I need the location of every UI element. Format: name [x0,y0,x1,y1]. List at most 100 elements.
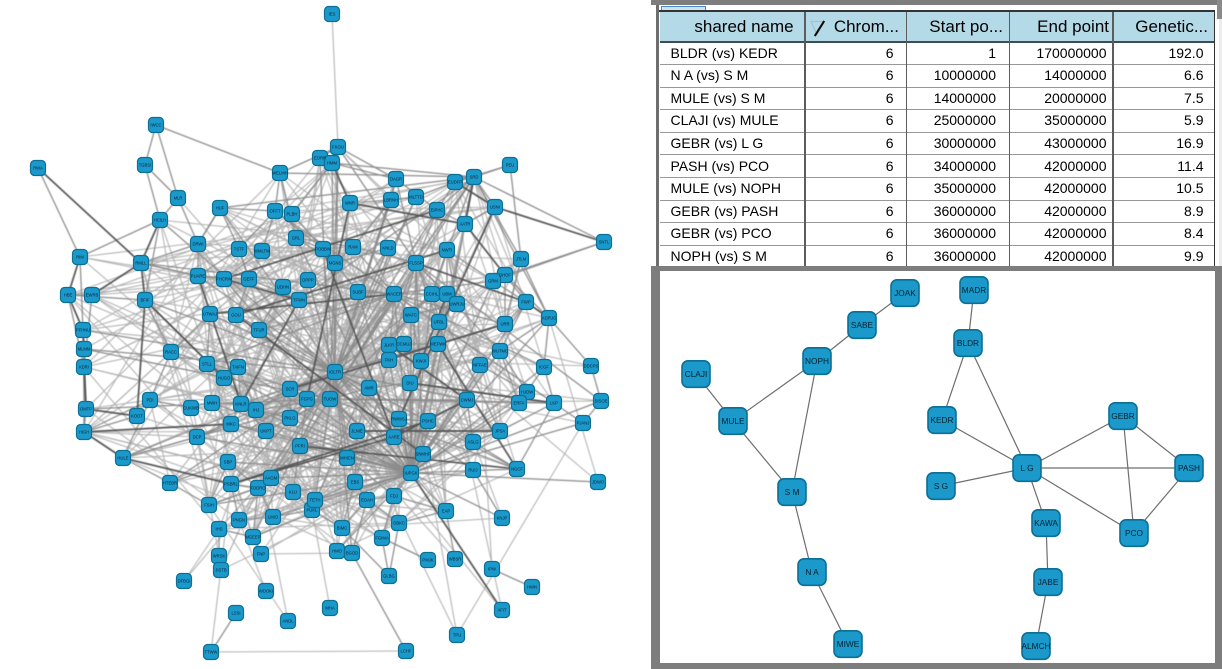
svg-text:DCP: DCP [193,435,202,440]
svg-text:RIM: RIM [76,255,84,260]
svg-text:JOAK: JOAK [894,288,916,298]
svg-text:KDRI: KDRI [79,365,89,370]
svg-text:WAFC: WAFC [405,313,417,318]
svg-text:MLMM: MLMM [78,347,91,352]
svg-text:UWRJU: UWRJU [449,302,464,307]
svg-text:KEDR: KEDR [930,415,953,425]
svg-text:MLR: MLR [174,196,183,201]
svg-text:ANDL: ANDL [282,619,294,624]
svg-text:PEU: PEU [506,163,515,168]
svg-text:HMO: HMO [332,549,343,554]
svg-text:FHCRW: FHCRW [216,277,232,282]
svg-text:RWA: RWA [33,166,43,171]
svg-text:SNMHF: SNMHF [416,452,431,457]
svg-text:TGBSI: TGBSI [139,163,152,168]
svg-text:WEFWK: WEFWK [430,342,446,347]
svg-text:DIU: DIU [406,381,413,386]
svg-text:UDHN: UDHN [277,285,289,290]
svg-text:SISOE: SISOE [595,399,608,404]
svg-text:TSTF: TSTF [234,247,245,252]
svg-text:PASH: PASH [1178,463,1200,473]
svg-text:WNR: WNR [345,201,355,206]
svg-text:STLL: STLL [202,362,213,367]
svg-text:HIGH: HIGH [79,430,89,435]
svg-text:EOAH: EOAH [361,498,373,503]
svg-text:MLTTD: MLTTD [409,195,423,200]
svg-text:TPU: TPU [453,633,461,638]
svg-text:FGPG: FGPG [301,397,313,402]
svg-text:RMLL: RMLL [135,261,147,266]
svg-text:PSBRL: PSBRL [224,482,238,487]
svg-text:S G: S G [934,481,948,491]
svg-text:MKC: MKC [226,422,235,427]
svg-text:KNLR: KNLR [235,402,246,407]
svg-text:DDCPS: DDCPS [584,364,599,369]
svg-text:GRL: GRL [292,236,301,241]
svg-text:NGCF: NGCF [511,467,523,472]
svg-text:MGEEP: MGEEP [245,535,260,540]
svg-text:DAGR: DAGR [390,177,402,182]
svg-text:WBSR: WBSR [449,557,462,562]
svg-text:FSIH: FSIH [204,503,214,508]
svg-text:JABE: JABE [1038,577,1059,587]
svg-text:RWWSJ: RWWSJ [391,417,407,422]
svg-text:SBP: SBP [224,460,233,465]
svg-text:LCHF: LCHF [401,649,412,654]
svg-text:PDI: PDI [147,398,154,403]
svg-text:FLSSP: FLSSP [409,261,422,266]
svg-text:FKOU: FKOU [332,145,344,150]
svg-text:S M: S M [785,487,800,497]
svg-text:EWRB: EWRB [86,293,99,298]
svg-text:DPPP: DPPP [302,278,314,283]
svg-text:WMLTW: WMLTW [254,249,270,254]
svg-text:IHJ: IHJ [253,408,259,413]
svg-text:DFBGI: DFBGI [178,579,191,584]
svg-text:NWTI: NWTI [442,248,453,253]
svg-text:JISTB: JISTB [215,568,227,573]
svg-text:HUF: HUF [216,206,225,211]
svg-text:RUIJ: RUIJ [468,468,477,473]
svg-text:URR: URR [500,322,509,327]
svg-text:IWCC: IWCC [150,123,161,128]
svg-text:TETH: TETH [310,498,321,503]
svg-text:HMM: HMM [327,161,338,166]
svg-text:DRWI: DRWI [192,242,203,247]
svg-text:PFRI: PFRI [295,444,305,449]
svg-text:OFFT: OFFT [270,209,281,214]
svg-text:HWN: HWN [527,585,537,590]
svg-text:OBKC: OBKC [393,521,405,526]
svg-text:GEBR: GEBR [1111,411,1135,421]
svg-text:EAP: EAP [442,509,451,514]
svg-text:SNTL: SNTL [599,240,610,245]
svg-text:WACEP: WACEP [386,292,401,297]
svg-text:BFIF: BFIF [140,298,150,303]
svg-text:FDJ: FDJ [390,494,398,499]
svg-text:HULE: HULE [117,456,128,461]
svg-text:LMIO: LMIO [268,515,279,520]
svg-text:IES: IES [329,12,336,17]
svg-text:GRM: GRM [488,279,498,284]
svg-text:IOLTR: IOLTR [329,370,341,375]
svg-text:KNJP: KNJP [497,516,508,521]
svg-text:JLKR: JLKR [384,343,394,348]
svg-text:MHICN: MHICN [340,456,354,461]
svg-text:PMJK: PMJK [422,558,433,563]
svg-text:ERFA: ERFA [514,401,525,406]
svg-text:IPW: IPW [488,567,496,572]
svg-text:TTWW: TTWW [204,650,217,655]
svg-text:EORR: EORR [314,156,326,161]
svg-text:MHA: MHA [325,606,335,611]
svg-text:FWP: FWP [521,300,531,305]
svg-text:FKH: FKH [385,358,393,363]
svg-text:PLBH: PLBH [287,212,298,217]
svg-text:WUTMC: WUTMC [492,349,508,354]
svg-text:FGIMA: FGIMA [375,536,388,541]
svg-text:AAGM: AAGM [265,476,278,481]
svg-text:JTLM: JTLM [516,257,527,262]
svg-text:KNLD: KNLD [382,246,393,251]
svg-text:CWMJ: CWMJ [461,398,474,403]
svg-text:PSHC: PSHC [422,419,434,424]
svg-text:OMTP: OMTP [80,407,92,412]
svg-text:POBBW: POBBW [315,247,331,252]
svg-text:UBM: UBM [442,292,452,297]
